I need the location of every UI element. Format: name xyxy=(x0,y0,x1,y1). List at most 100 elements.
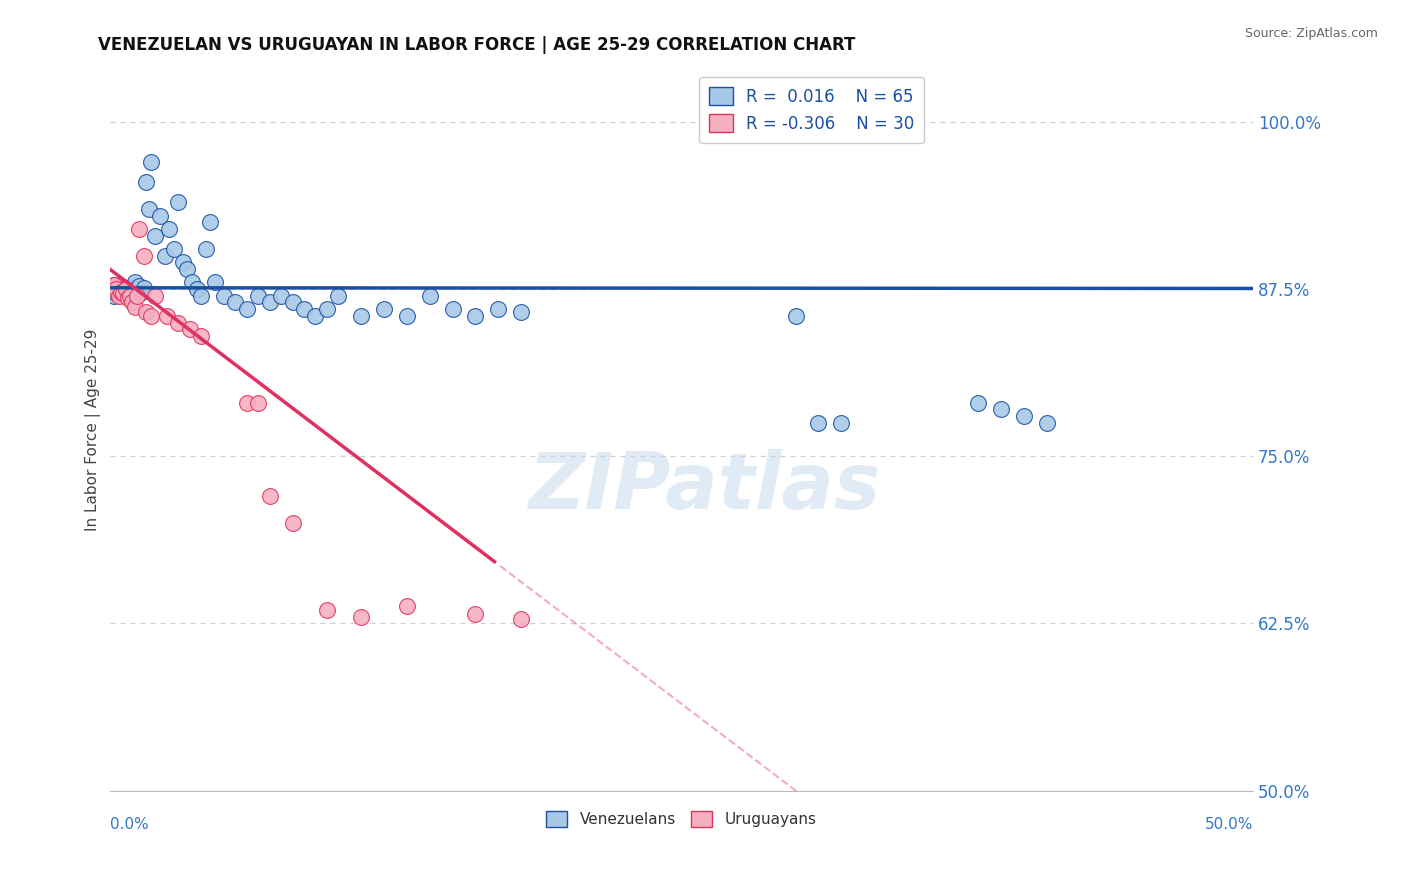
Point xyxy=(373,302,395,317)
Point xyxy=(105,286,128,301)
Point xyxy=(1036,416,1059,430)
Point xyxy=(103,289,125,303)
Point xyxy=(107,281,129,295)
Point xyxy=(181,276,204,290)
Point xyxy=(464,309,486,323)
Point xyxy=(153,249,176,263)
Point xyxy=(395,599,418,613)
Text: 50.0%: 50.0% xyxy=(1205,817,1253,832)
Point xyxy=(176,262,198,277)
Point xyxy=(785,309,807,323)
Text: Source: ZipAtlas.com: Source: ZipAtlas.com xyxy=(1244,27,1378,40)
Point xyxy=(807,416,830,430)
Point xyxy=(212,289,235,303)
Point xyxy=(120,289,142,303)
Point xyxy=(139,155,162,169)
Point xyxy=(114,284,136,298)
Point xyxy=(990,402,1012,417)
Point xyxy=(114,281,136,295)
Point xyxy=(156,309,179,323)
Point xyxy=(128,222,150,236)
Legend: Venezuelans, Uruguayans: Venezuelans, Uruguayans xyxy=(540,805,823,833)
Point xyxy=(315,302,337,317)
Point xyxy=(247,396,270,410)
Point xyxy=(236,302,259,317)
Point xyxy=(200,215,222,229)
Point xyxy=(510,612,533,626)
Point xyxy=(110,279,132,293)
Point xyxy=(204,276,226,290)
Point xyxy=(194,242,217,256)
Point xyxy=(190,289,212,303)
Point xyxy=(107,284,129,298)
Point xyxy=(114,282,136,296)
Point xyxy=(259,489,281,503)
Point xyxy=(328,289,350,303)
Point xyxy=(121,281,143,295)
Point xyxy=(157,222,180,236)
Point xyxy=(103,278,125,293)
Point xyxy=(132,281,155,295)
Point xyxy=(830,416,852,430)
Point xyxy=(120,285,142,299)
Point xyxy=(179,322,201,336)
Point xyxy=(464,607,486,621)
Point xyxy=(125,289,148,303)
Point xyxy=(121,286,143,301)
Point xyxy=(124,276,146,290)
Point xyxy=(395,309,418,323)
Y-axis label: In Labor Force | Age 25-29: In Labor Force | Age 25-29 xyxy=(86,328,101,531)
Point xyxy=(117,282,139,296)
Text: 0.0%: 0.0% xyxy=(110,817,149,832)
Point xyxy=(304,309,326,323)
Point xyxy=(124,300,146,314)
Point xyxy=(143,228,166,243)
Point xyxy=(270,289,292,303)
Point xyxy=(281,516,304,530)
Point xyxy=(103,278,125,293)
Point xyxy=(121,295,143,310)
Point xyxy=(149,209,172,223)
Point xyxy=(131,285,153,299)
Point xyxy=(135,175,157,189)
Point xyxy=(125,282,148,296)
Point xyxy=(139,309,162,323)
Point xyxy=(236,396,259,410)
Point xyxy=(172,255,194,269)
Point xyxy=(281,295,304,310)
Text: VENEZUELAN VS URUGUAYAN IN LABOR FORCE | AGE 25-29 CORRELATION CHART: VENEZUELAN VS URUGUAYAN IN LABOR FORCE |… xyxy=(98,36,856,54)
Point xyxy=(117,292,139,306)
Point xyxy=(510,305,533,319)
Point xyxy=(143,289,166,303)
Point xyxy=(259,295,281,310)
Point xyxy=(163,242,186,256)
Point xyxy=(292,302,315,317)
Point xyxy=(167,316,190,330)
Point xyxy=(112,285,135,299)
Point xyxy=(441,302,464,317)
Point xyxy=(112,286,135,301)
Point xyxy=(101,282,124,296)
Point xyxy=(350,309,373,323)
Point xyxy=(247,289,270,303)
Point xyxy=(107,289,129,303)
Point xyxy=(315,603,337,617)
Point xyxy=(112,282,135,296)
Point xyxy=(224,295,246,310)
Point xyxy=(101,282,124,296)
Point xyxy=(105,282,128,296)
Point xyxy=(190,329,212,343)
Point xyxy=(186,282,208,296)
Point xyxy=(419,289,441,303)
Point xyxy=(132,249,155,263)
Point xyxy=(110,282,132,296)
Text: ZIPatlas: ZIPatlas xyxy=(529,450,880,525)
Point xyxy=(128,279,150,293)
Point xyxy=(105,282,128,296)
Point xyxy=(135,305,157,319)
Point xyxy=(350,609,373,624)
Point xyxy=(138,202,160,216)
Point xyxy=(110,285,132,299)
Point xyxy=(167,195,190,210)
Point xyxy=(967,396,990,410)
